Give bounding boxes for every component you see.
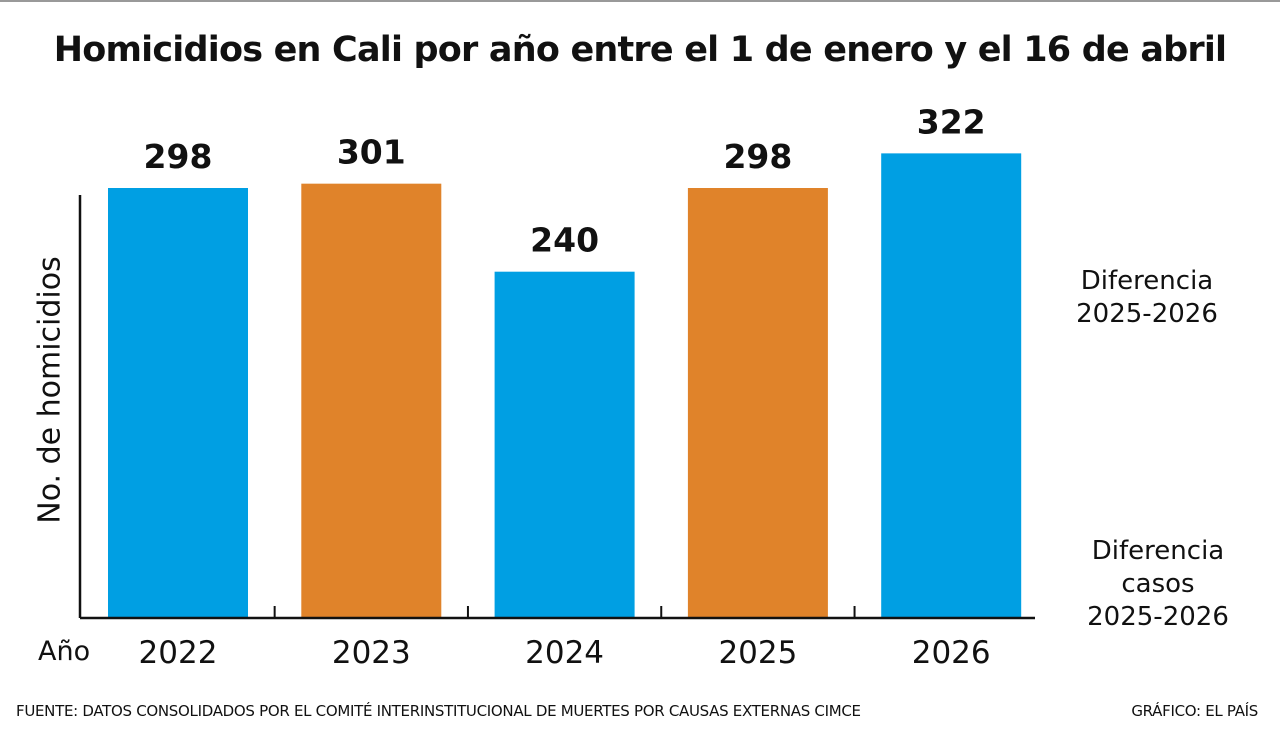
caption-line: 2025-2026 [1087,602,1229,632]
y-axis-label: No. de homicidios [32,256,68,524]
percent-difference-badge: 8% [1089,124,1215,250]
data-label: 298 [723,137,792,176]
cases-difference-caption: Diferencia casos 2025-2026 [1058,535,1258,634]
source-note: FUENTE: DATOS CONSOLIDADOS POR EL COMITÉ… [16,702,861,720]
x-tick-label: 2025 [718,635,797,671]
bar-2025 [687,188,828,618]
bar-2024 [494,271,635,618]
caption-line: 2025-2026 [1076,299,1218,329]
percent-difference-caption: Diferencia 2025-2026 [1047,265,1247,331]
bar-2022 [108,188,248,618]
x-tick-label: 2023 [332,635,411,671]
x-tick-label: 2022 [139,635,218,671]
percent-difference-value: 8% [1114,161,1190,213]
cases-difference-badge: 24 [1089,391,1215,517]
x-tick-label: 2024 [525,635,604,671]
caption-line: Diferencia [1080,266,1214,296]
bar-2023 [301,183,442,618]
x-tick-label: 2026 [912,635,991,671]
x-axis-label: Año [38,636,91,667]
data-label: 240 [530,221,599,260]
data-label: 322 [917,102,986,141]
data-label: 298 [144,137,213,176]
caption-line: Diferencia [1091,536,1225,566]
credit-note: GRÁFICO: EL PAÍS [1131,702,1258,720]
data-label: 301 [337,133,406,172]
chart-title: Homicidios en Cali por año entre el 1 de… [53,30,1227,70]
cases-difference-value: 24 [1121,428,1183,480]
bar-2026 [881,153,1022,618]
caption-line: casos [1121,569,1195,599]
top-border [0,0,1280,2]
